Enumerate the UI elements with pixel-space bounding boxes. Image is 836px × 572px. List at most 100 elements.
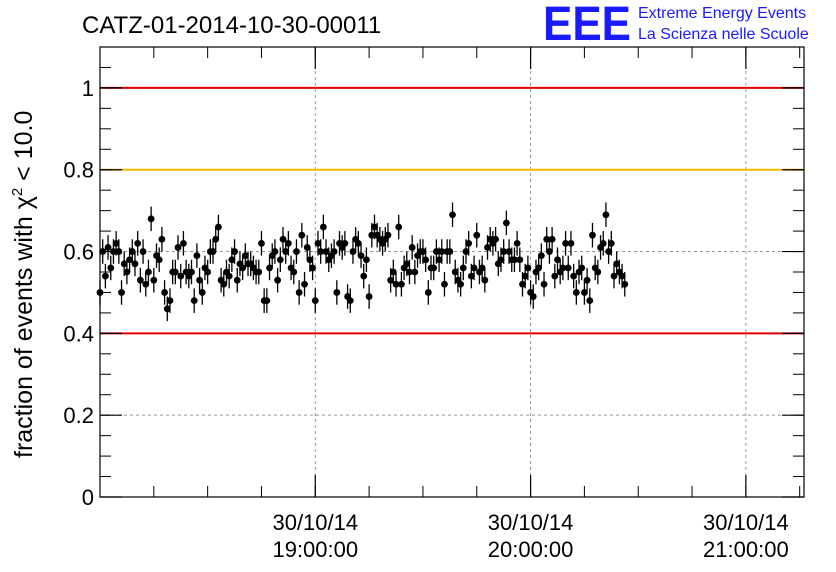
marker [319, 223, 327, 231]
marker [139, 248, 147, 255]
data-point [290, 259, 298, 285]
data-point [357, 243, 365, 268]
marker [309, 264, 316, 272]
marker [551, 272, 559, 280]
data-point [586, 288, 594, 313]
data-point [131, 251, 139, 277]
data-point [589, 222, 596, 248]
data-point [123, 259, 131, 285]
data-point [424, 280, 432, 305]
marker [298, 231, 306, 239]
reference-lines [100, 86, 804, 335]
marker [462, 248, 470, 255]
marker [354, 239, 362, 247]
marker [554, 256, 561, 264]
data-point [309, 255, 316, 281]
marker [599, 239, 607, 247]
grid [100, 47, 804, 497]
data-point [161, 280, 168, 305]
data-point [363, 247, 370, 272]
data-point [303, 235, 311, 260]
marker [408, 244, 416, 251]
marker [198, 289, 206, 296]
marker [497, 256, 505, 264]
data-point [408, 235, 416, 260]
data-point [233, 267, 241, 293]
data-point [258, 231, 265, 256]
data-point [562, 231, 569, 256]
chart-title: CATZ-01-2014-10-30-00011 [82, 12, 381, 39]
data-point [231, 239, 238, 264]
marker [279, 235, 287, 243]
data-point [212, 227, 220, 252]
data-point [255, 259, 263, 285]
data-point [392, 272, 400, 297]
marker [492, 235, 499, 243]
data-point [441, 272, 448, 297]
marker [346, 297, 354, 305]
marker [306, 256, 314, 264]
y-tick-label: 0 [82, 485, 94, 510]
marker [511, 256, 518, 264]
marker [225, 272, 233, 280]
data-point [602, 202, 610, 227]
marker [559, 264, 567, 272]
data-point [174, 235, 182, 260]
marker [118, 289, 125, 296]
data-point [422, 247, 430, 272]
marker [171, 268, 179, 276]
data-point [279, 227, 287, 252]
marker [484, 244, 491, 251]
data-point [293, 239, 300, 264]
data-point [540, 272, 548, 297]
marker [295, 289, 303, 296]
data-point [198, 280, 206, 305]
data-point [134, 231, 142, 256]
eee-logo-mark: EEE [543, 0, 631, 51]
marker [578, 264, 586, 272]
marker [239, 264, 247, 272]
data-point [215, 214, 222, 240]
data-point [459, 255, 467, 281]
marker [228, 256, 236, 264]
marker [301, 280, 308, 288]
data-point [511, 247, 518, 272]
data-point [239, 255, 247, 281]
marker [204, 268, 212, 276]
data-point [354, 231, 362, 256]
data-point [104, 235, 112, 260]
data-point [263, 288, 271, 313]
marker [395, 223, 403, 231]
marker [570, 272, 578, 280]
data-point [155, 247, 163, 272]
data-point [349, 239, 357, 264]
data-point [147, 206, 155, 232]
marker [215, 223, 222, 231]
data-point [559, 255, 567, 281]
data-point [594, 259, 602, 285]
data-point [330, 239, 338, 264]
data-point [284, 231, 292, 256]
data-point [196, 267, 203, 293]
marker [589, 231, 596, 239]
marker [403, 260, 411, 268]
tick-labels: 00.20.40.60.8130/10/1419:00:0030/10/1420… [63, 76, 788, 562]
data-point [578, 255, 586, 281]
marker [446, 248, 454, 255]
marker [131, 260, 139, 268]
y-tick-label: 0.8 [63, 158, 94, 183]
data-point [395, 214, 403, 240]
marker [387, 276, 395, 284]
data-point [430, 255, 438, 281]
data-point [107, 255, 115, 281]
data-point [271, 239, 279, 264]
data-point [317, 239, 325, 264]
data-point [365, 284, 373, 309]
data-point [546, 239, 553, 264]
x-tick-time-label: 21:00:00 [703, 537, 789, 562]
data-point [449, 202, 456, 227]
marker [384, 231, 392, 239]
data-point [438, 239, 446, 264]
data-point [295, 280, 303, 305]
data-point [101, 263, 109, 289]
